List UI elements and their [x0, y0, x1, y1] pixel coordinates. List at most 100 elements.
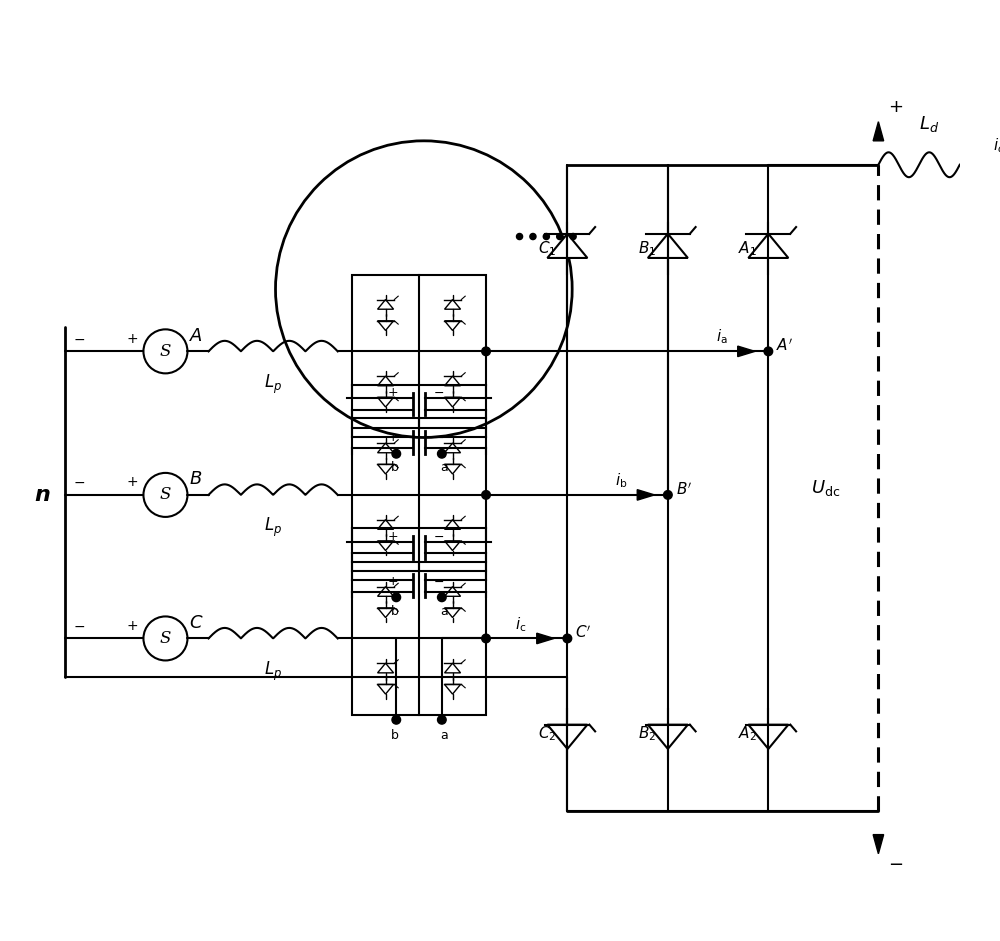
Circle shape — [557, 233, 563, 240]
Text: $A_2$: $A_2$ — [738, 725, 757, 743]
Bar — [352, 419, 486, 571]
Text: $L_d$: $L_d$ — [919, 114, 939, 135]
Polygon shape — [547, 725, 587, 749]
Circle shape — [543, 233, 549, 240]
Text: $+$: $+$ — [126, 331, 138, 345]
Circle shape — [438, 715, 446, 724]
Text: $L_p$: $L_p$ — [264, 516, 282, 539]
Circle shape — [392, 715, 401, 724]
Text: a: a — [440, 729, 448, 742]
Circle shape — [764, 347, 773, 356]
Circle shape — [516, 233, 523, 240]
Text: $A_1$: $A_1$ — [738, 239, 757, 258]
Circle shape — [482, 490, 490, 500]
Circle shape — [392, 450, 401, 458]
Polygon shape — [873, 835, 884, 853]
Polygon shape — [445, 464, 461, 474]
Text: $+$: $+$ — [126, 475, 138, 489]
Text: $L_p$: $L_p$ — [264, 373, 282, 395]
Circle shape — [570, 233, 576, 240]
Polygon shape — [537, 633, 554, 644]
Text: b: b — [390, 461, 398, 474]
Polygon shape — [378, 299, 394, 310]
Text: $-$: $-$ — [433, 530, 444, 543]
Polygon shape — [445, 397, 461, 407]
Text: $C'$: $C'$ — [575, 625, 592, 642]
Polygon shape — [738, 346, 755, 357]
Polygon shape — [445, 321, 461, 330]
Text: $+$: $+$ — [387, 530, 398, 543]
Circle shape — [438, 450, 446, 458]
Polygon shape — [378, 397, 394, 407]
Text: $C$: $C$ — [189, 614, 204, 631]
Text: S: S — [160, 343, 171, 359]
Circle shape — [438, 593, 446, 601]
Circle shape — [482, 634, 490, 643]
Polygon shape — [378, 663, 394, 673]
Polygon shape — [378, 443, 394, 453]
Polygon shape — [445, 608, 461, 617]
Text: $B$: $B$ — [189, 470, 203, 488]
Polygon shape — [378, 519, 394, 530]
Text: $-$: $-$ — [433, 575, 444, 588]
Polygon shape — [378, 464, 394, 474]
Text: $A'$: $A'$ — [776, 338, 793, 355]
Text: $B_1$: $B_1$ — [638, 239, 656, 258]
Polygon shape — [378, 321, 394, 330]
Text: $L_p$: $L_p$ — [264, 660, 282, 683]
Polygon shape — [378, 376, 394, 386]
Polygon shape — [378, 541, 394, 550]
Circle shape — [482, 347, 490, 356]
Polygon shape — [445, 663, 461, 673]
Polygon shape — [873, 121, 884, 141]
Text: $B'$: $B'$ — [676, 481, 692, 498]
Circle shape — [530, 233, 536, 240]
Text: $B_2$: $B_2$ — [638, 725, 656, 743]
Polygon shape — [648, 725, 688, 749]
Text: $A$: $A$ — [189, 327, 203, 344]
Text: $+$: $+$ — [387, 387, 398, 399]
Polygon shape — [445, 684, 461, 694]
Text: $-$: $-$ — [433, 431, 444, 444]
Text: $-$: $-$ — [888, 854, 903, 872]
Text: S: S — [160, 630, 171, 647]
Text: $+$: $+$ — [387, 575, 398, 588]
Text: b: b — [390, 729, 398, 742]
Text: S: S — [160, 486, 171, 503]
Text: b: b — [390, 605, 398, 618]
Text: $+$: $+$ — [387, 431, 398, 444]
Text: $i_{\rm a}$: $i_{\rm a}$ — [716, 327, 727, 346]
Polygon shape — [748, 233, 788, 258]
Bar — [352, 562, 486, 715]
Polygon shape — [445, 541, 461, 550]
Text: $C_2$: $C_2$ — [538, 725, 556, 743]
Polygon shape — [378, 684, 394, 694]
Text: $-$: $-$ — [73, 618, 85, 632]
Polygon shape — [445, 443, 461, 453]
Polygon shape — [969, 159, 987, 170]
Text: a: a — [440, 461, 448, 474]
Polygon shape — [748, 725, 788, 749]
Polygon shape — [637, 489, 654, 501]
Text: $-$: $-$ — [433, 387, 444, 399]
Text: $-$: $-$ — [73, 331, 85, 345]
Polygon shape — [378, 586, 394, 597]
Polygon shape — [445, 586, 461, 597]
Text: a: a — [440, 605, 448, 618]
Text: $\boldsymbol{n}$: $\boldsymbol{n}$ — [34, 485, 51, 505]
Text: $+$: $+$ — [126, 618, 138, 632]
Bar — [352, 275, 486, 428]
Text: $C_1$: $C_1$ — [538, 239, 556, 258]
Polygon shape — [378, 608, 394, 617]
Circle shape — [563, 634, 572, 643]
Polygon shape — [445, 299, 461, 310]
Polygon shape — [445, 376, 461, 386]
Text: $-$: $-$ — [73, 475, 85, 489]
Text: $i_{\rm b}$: $i_{\rm b}$ — [615, 471, 628, 490]
Text: $i_{\rm c}$: $i_{\rm c}$ — [515, 614, 526, 633]
Text: $+$: $+$ — [888, 98, 903, 116]
Text: $i_d$: $i_d$ — [993, 136, 1000, 155]
Text: $U_{\rm dc}$: $U_{\rm dc}$ — [811, 478, 840, 498]
Circle shape — [392, 593, 401, 601]
Polygon shape — [547, 233, 587, 258]
